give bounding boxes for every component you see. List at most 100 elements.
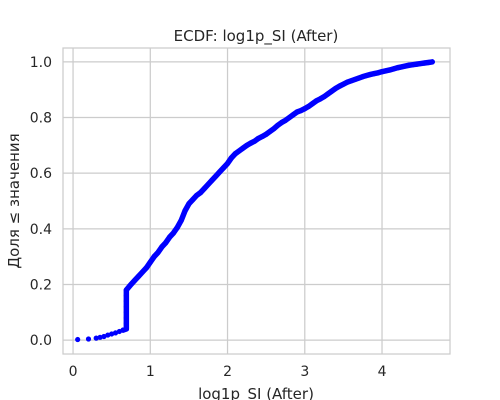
ecdf-point [155, 249, 161, 256]
y-tick-label: 0.2 [30, 277, 52, 293]
ecdf-point [259, 133, 265, 140]
ecdf-point [271, 126, 277, 132]
ecdf-point [367, 71, 374, 78]
ecdf-point [317, 96, 323, 102]
ecdf-point [251, 138, 258, 144]
ecdf-point [123, 315, 129, 321]
x-grid-lines [72, 48, 383, 354]
ecdf-point [248, 140, 254, 146]
x-tick-label: 4 [378, 364, 387, 380]
ecdf-point [418, 60, 424, 67]
ecdf-point [421, 60, 428, 66]
ecdf-point [383, 68, 389, 74]
ecdf-point [429, 59, 435, 65]
ecdf-point [205, 181, 211, 187]
y-tick-label: 0.6 [30, 166, 52, 182]
ecdf-point [425, 59, 431, 66]
ecdf-point [379, 69, 385, 75]
x-axis-label: log1p_SI (After) [198, 385, 314, 400]
ecdf-point [209, 177, 215, 183]
ecdf-point [309, 101, 316, 107]
ecdf-point [128, 281, 134, 288]
ecdf-point [174, 224, 180, 231]
ecdf-point [302, 106, 308, 112]
y-tick-label: 0.0 [30, 333, 52, 349]
ecdf-point [123, 292, 129, 299]
ecdf-point [123, 304, 129, 310]
y-tick-label: 1.0 [30, 55, 52, 71]
ecdf-point [414, 61, 420, 67]
ecdf-point [123, 326, 129, 332]
ecdf-point [170, 230, 177, 236]
ecdf-point [236, 148, 242, 154]
ecdf-point [201, 185, 207, 192]
ecdf-point [197, 190, 204, 196]
ecdf-point [132, 277, 138, 283]
ecdf-point [97, 334, 103, 340]
ecdf-point [163, 240, 169, 246]
ecdf-point [123, 298, 129, 304]
ecdf-point [402, 63, 408, 69]
ecdf-point [190, 197, 196, 203]
x-tick-labels: 0 1 2 3 4 [69, 364, 387, 380]
ecdf-point [371, 70, 377, 77]
ecdf-point [232, 151, 238, 157]
ecdf-point [85, 336, 92, 342]
ecdf-point [325, 91, 331, 97]
ecdf-point [313, 98, 319, 104]
ecdf-point [244, 142, 250, 148]
plot-background [63, 48, 450, 354]
ecdf-point [186, 201, 192, 207]
ecdf-point [213, 173, 219, 179]
ecdf-point [394, 65, 401, 71]
ecdf-point [182, 208, 188, 214]
ecdf-point [123, 320, 129, 326]
x-tick-label: 0 [69, 364, 78, 380]
ecdf-point [221, 165, 227, 171]
ecdf-point [166, 234, 173, 240]
ecdf-point [151, 254, 157, 260]
ecdf-point [136, 273, 142, 279]
y-tick-label: 0.4 [30, 222, 52, 238]
ecdf-series [75, 59, 435, 343]
ecdf-point [123, 287, 129, 293]
ecdf-point [290, 112, 296, 118]
ecdf-point [275, 122, 281, 128]
ecdf-point [224, 160, 231, 167]
y-axis-label: Доля ≤ значения [5, 133, 23, 268]
ecdf-point [159, 244, 165, 250]
ecdf-point [340, 81, 347, 87]
ecdf-point [279, 119, 285, 126]
ecdf-point [93, 335, 99, 341]
ecdf-point [217, 169, 223, 175]
ecdf-point [406, 62, 412, 68]
ecdf-point [336, 83, 343, 89]
ecdf-point [194, 192, 200, 199]
ecdf-point [75, 336, 81, 343]
ecdf-point [123, 309, 129, 315]
chart-title: ECDF: log1p_SI (After) [174, 27, 339, 46]
y-tick-label: 0.8 [30, 111, 52, 127]
ecdf-point [282, 117, 289, 123]
ecdf-point [286, 114, 292, 121]
ecdf-point [333, 85, 339, 91]
y-tick-labels: 0.0 0.2 0.4 0.6 0.8 1.0 [30, 55, 52, 349]
x-tick-label: 1 [146, 364, 155, 380]
ecdf-point [240, 145, 246, 151]
ecdf-point [410, 62, 416, 68]
ecdf-point [139, 269, 146, 275]
ecdf-point [329, 88, 335, 94]
ecdf-point [228, 155, 234, 161]
ecdf-point [178, 217, 184, 224]
plot-frame [62, 47, 451, 355]
ecdf-point [267, 128, 273, 135]
x-tick-label: 3 [300, 364, 309, 380]
x-tick-label: 2 [223, 364, 232, 380]
ecdf-point [255, 135, 262, 142]
ecdf-point [298, 107, 304, 114]
ecdf-point [306, 103, 312, 110]
ecdf-point [398, 64, 404, 70]
ecdf-point [321, 94, 327, 100]
ecdf-point [147, 259, 153, 265]
